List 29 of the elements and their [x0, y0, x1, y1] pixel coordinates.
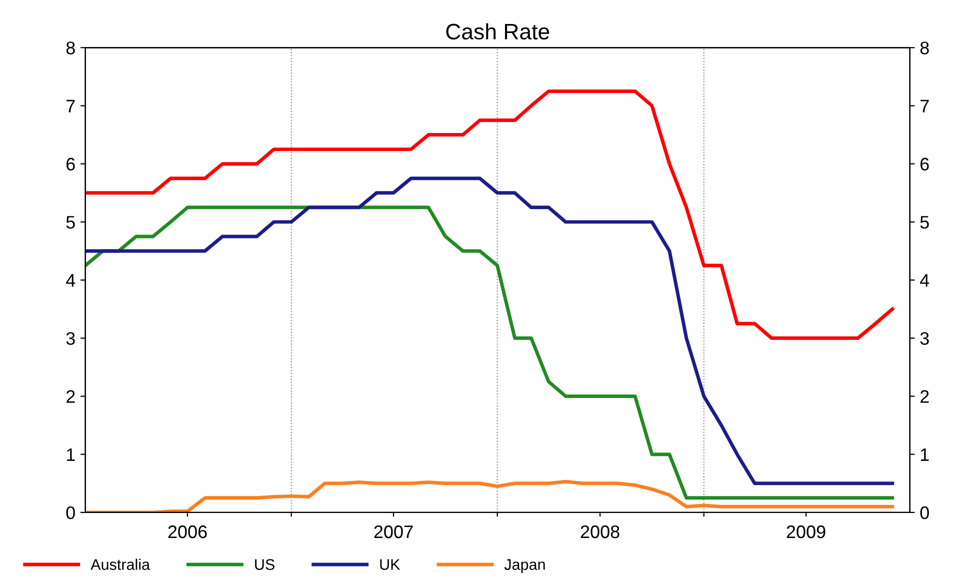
legend-label: UK	[380, 559, 400, 570]
y-tick-label: 8	[66, 42, 75, 54]
y-tick-label: 7	[66, 100, 75, 112]
y2-tick-label: 7	[920, 100, 929, 112]
y2-tick-label: 0	[920, 506, 929, 520]
y-tick-label: 0	[66, 506, 75, 520]
y2-tick-label: 3	[920, 332, 929, 345]
line-series	[85, 480, 894, 512]
legend-label: US	[255, 559, 274, 570]
y-tick-label: 3	[66, 332, 75, 345]
chart-title: Cash Rate	[446, 23, 550, 40]
y-tick-label: 6	[66, 158, 75, 171]
x-tick-label: 2008	[580, 525, 620, 538]
y-tick-label: 2	[66, 390, 75, 403]
y2-tick-label: 5	[920, 216, 929, 229]
y2-tick-label: 4	[920, 274, 930, 287]
x-tick-label: 2009	[786, 525, 826, 538]
y-tick-label: 5	[66, 216, 75, 229]
line-series	[85, 89, 894, 340]
y2-tick-label: 6	[920, 158, 929, 171]
y2-tick-label: 1	[920, 448, 929, 461]
x-tick-label: 2007	[374, 525, 413, 538]
x-tick-label: 2006	[168, 525, 207, 538]
y-tick-label: 1	[66, 448, 75, 461]
y2-tick-label: 2	[920, 390, 929, 403]
y-tick-label: 4	[66, 274, 76, 287]
legend-label: Japan	[504, 559, 545, 573]
legend-label: Australia	[90, 558, 150, 570]
y2-tick-label: 8	[920, 42, 929, 54]
